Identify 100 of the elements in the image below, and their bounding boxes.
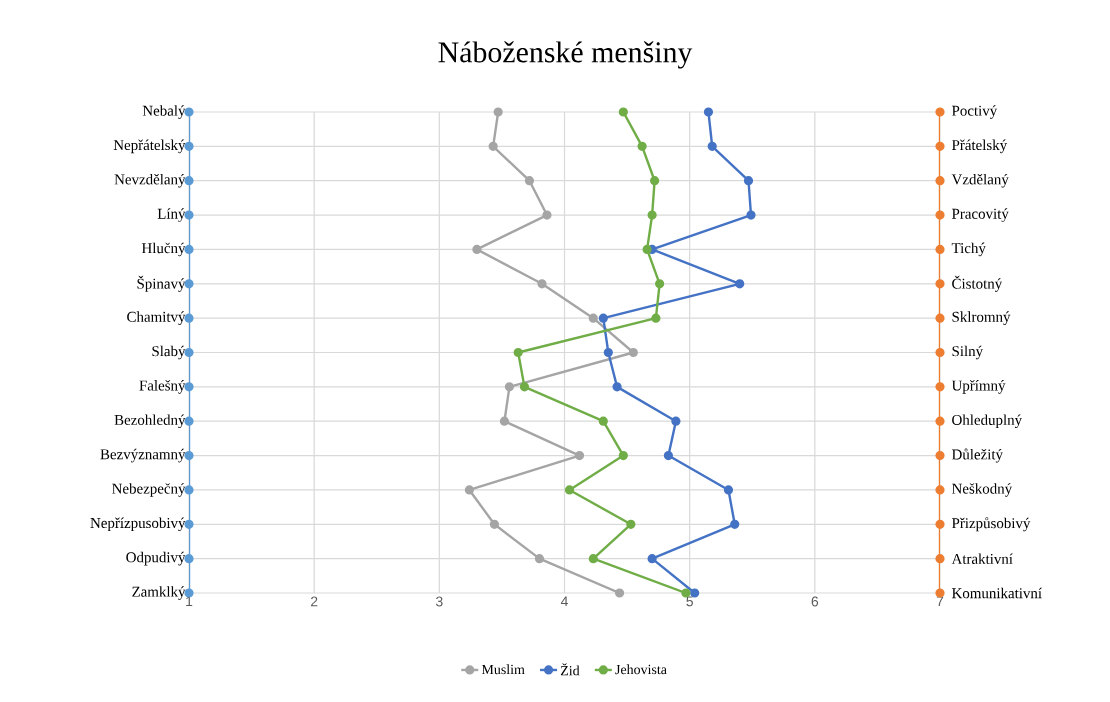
point (647, 210, 657, 220)
y-tick-label: Odpudivý (126, 551, 186, 566)
point (935, 450, 945, 461)
point (618, 450, 628, 461)
point (681, 588, 691, 598)
point (650, 176, 660, 186)
point (935, 485, 945, 495)
point (935, 347, 945, 358)
x-tick-label: 2 (310, 596, 318, 607)
point (184, 176, 194, 186)
x-tick-label: 5 (686, 596, 693, 607)
point (935, 279, 945, 289)
x-tick-label: 6 (811, 596, 819, 607)
point (524, 176, 535, 186)
y2-tick-label: Poctivý (951, 105, 998, 119)
point (655, 279, 665, 289)
point (935, 141, 945, 151)
point (603, 347, 613, 358)
point (671, 416, 681, 426)
point (184, 519, 194, 529)
legend-label: Muslim (481, 664, 525, 675)
point (935, 176, 945, 186)
point (935, 416, 945, 426)
point (184, 279, 194, 289)
point (488, 141, 498, 151)
point (618, 107, 628, 117)
y2-tick-label: Pracovitý (951, 208, 1009, 222)
point (651, 313, 661, 323)
x-tick-label: 4 (560, 596, 568, 607)
point (637, 141, 647, 151)
point (184, 210, 194, 220)
point (628, 347, 638, 358)
point (614, 588, 625, 598)
point (642, 244, 652, 255)
y2-tick-label: Atraktivní (951, 553, 1013, 564)
y-tick-label: Chamitvý (127, 311, 186, 325)
point (935, 210, 945, 220)
y-tick-label: Špinavý (137, 275, 186, 292)
y-tick-label: Zamklký (132, 586, 186, 600)
point (626, 519, 636, 529)
y-tick-label: Hlučný (141, 242, 186, 257)
point (489, 519, 500, 529)
y-tick-label: Líný (157, 208, 186, 222)
point (707, 141, 717, 151)
point (493, 107, 503, 117)
legend-label: Jehovista (615, 664, 667, 675)
legend-label: Žid (560, 663, 580, 676)
point (184, 347, 194, 358)
point (184, 416, 194, 426)
y2-tick-label: Tichý (951, 242, 986, 257)
point (519, 382, 530, 392)
point (184, 313, 194, 323)
y2-tick-label: Důležitý (951, 448, 1003, 463)
y-tick-label: Nevzdělaný (114, 173, 186, 188)
x-tick-label: 1 (186, 596, 193, 607)
y-tick-label: Nebalý (142, 105, 186, 119)
y-tick-label: Bezvýznamný (100, 448, 186, 463)
chart-title: Náboženské menšiny (438, 41, 693, 69)
point (935, 519, 945, 529)
point (723, 485, 734, 495)
point (663, 450, 673, 461)
point (504, 382, 515, 392)
y-tick-label: Nebezpečný (112, 483, 186, 497)
point (513, 347, 523, 358)
point (598, 416, 608, 426)
point (499, 416, 510, 426)
point (935, 107, 945, 117)
point (703, 107, 714, 117)
point (184, 485, 194, 495)
point (746, 210, 756, 220)
y2-tick-label: Čistotný (952, 275, 1003, 292)
point (537, 279, 547, 289)
y2-tick-label: Sklromný (952, 311, 1011, 325)
point (574, 450, 585, 461)
point (184, 107, 194, 117)
y-tick-label: Nepřátelský (113, 139, 186, 154)
y2-tick-label: Vzdělaný (951, 173, 1009, 188)
point (935, 382, 945, 392)
point (743, 176, 754, 186)
point (184, 244, 194, 255)
y-tick-label: Bezohledný (114, 414, 186, 429)
y-tick-label: Nepřízpusobivý (90, 517, 186, 532)
point (730, 519, 740, 529)
point (647, 554, 657, 564)
point (542, 210, 552, 220)
point (588, 554, 598, 564)
y2-tick-label: Ohleduplný (952, 414, 1023, 429)
y2-tick-label: Neškodný (951, 483, 1013, 497)
point (935, 244, 945, 255)
point (472, 244, 482, 255)
point (464, 485, 474, 495)
y2-tick-label: Přizpůsobivý (951, 517, 1031, 532)
point (612, 382, 622, 392)
point (564, 485, 575, 495)
y2-tick-label: Komunikativní (951, 587, 1042, 599)
point (935, 313, 945, 323)
x-tick-label: 3 (435, 596, 443, 607)
point (935, 554, 945, 564)
y2-tick-label: Silný (952, 345, 984, 360)
point (690, 588, 700, 598)
